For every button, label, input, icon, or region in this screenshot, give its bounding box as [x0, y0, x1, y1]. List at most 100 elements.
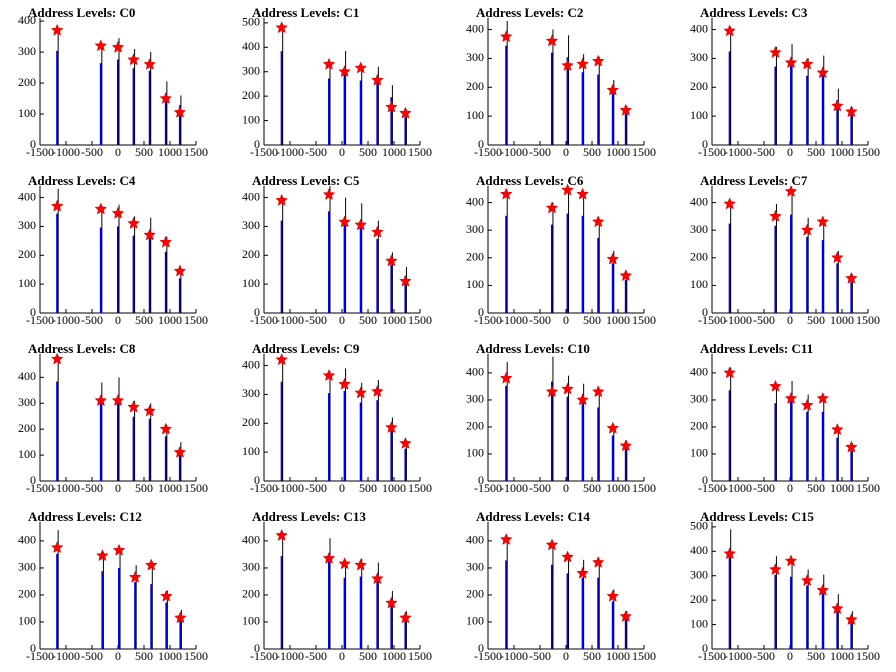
x-tick-label: -1500: [474, 481, 502, 495]
spike-fill: [148, 236, 151, 313]
x-tick-label: 1500: [856, 145, 880, 159]
peak-marker: [784, 391, 798, 404]
y-tick-label: 400: [690, 365, 708, 379]
peak-marker: [173, 105, 187, 118]
x-tick-label: -1000: [52, 145, 80, 159]
spike-fill: [328, 211, 330, 313]
spike-fill: [134, 581, 137, 649]
peak-marker: [784, 56, 798, 69]
x-tick-label: -500: [305, 145, 327, 159]
peak-marker: [338, 557, 351, 570]
spike-fill: [566, 57, 569, 145]
spike-fill: [148, 70, 151, 145]
x-tick-label: 1000: [606, 313, 630, 327]
spike-fill: [850, 114, 853, 145]
peak-marker: [830, 251, 844, 264]
spike-fill: [117, 398, 119, 481]
y-tick-label: 400: [18, 533, 36, 547]
panel: Address Levels: C7 0 100 200 300 400 -1500-100…: [690, 173, 880, 327]
y-tick-label: 400: [690, 21, 708, 35]
y-tick-label: 400: [466, 533, 484, 547]
spike-fill: [790, 401, 793, 481]
x-tick-label: 500: [135, 481, 153, 495]
spike-fill: [566, 573, 569, 649]
y-tick-label: 400: [466, 194, 484, 208]
y-tick-label: 500: [242, 15, 260, 29]
spike-fill: [118, 567, 121, 649]
spike-fill: [611, 263, 614, 313]
peak-marker: [159, 91, 173, 104]
x-tick-label: 500: [359, 481, 377, 495]
spike-fill: [790, 214, 793, 313]
peak-marker: [371, 73, 384, 86]
spike-fill: [343, 577, 346, 649]
spike-fill: [581, 577, 584, 649]
chart-title: Address Levels: C8: [28, 341, 136, 356]
peak-marker: [784, 184, 798, 197]
spike-fill: [280, 381, 283, 481]
spike-fill: [164, 251, 167, 313]
x-tick-label: 500: [135, 145, 153, 159]
y-tick-label: 100: [18, 276, 36, 290]
spike-fill: [611, 601, 614, 649]
peak-marker: [94, 39, 108, 52]
spike-fill: [178, 449, 181, 481]
spike-fill: [390, 97, 393, 145]
peak-marker: [606, 252, 620, 265]
x-tick-label: 1500: [408, 145, 432, 159]
chart-title: Address Levels: C12: [28, 509, 142, 524]
chart-title: Address Levels: C14: [476, 509, 590, 524]
chart-title: Address Levels: C11: [700, 341, 813, 356]
x-tick-label: 500: [135, 313, 153, 327]
y-tick-label: 400: [242, 39, 260, 53]
x-tick-label: 1000: [158, 481, 182, 495]
spike-fill: [597, 407, 600, 481]
chart-title: Address Levels: C10: [476, 341, 590, 356]
spike-fill: [117, 226, 119, 313]
x-tick-label: 0: [563, 313, 569, 327]
x-tick-label: 0: [787, 649, 793, 663]
peak-marker: [322, 368, 336, 382]
peak-marker: [143, 228, 157, 241]
y-tick-label: 300: [242, 63, 260, 77]
peak-marker: [127, 53, 140, 66]
y-tick-label: 300: [466, 222, 484, 236]
y-tick-label: 500: [690, 519, 708, 533]
y-tick-label: 400: [466, 365, 484, 379]
peak-marker: [354, 218, 368, 231]
x-tick-label: -500: [305, 313, 327, 327]
spike-fill: [550, 381, 553, 481]
x-tick-label: -1500: [26, 481, 54, 495]
spike-fill: [359, 576, 362, 649]
x-tick-label: 1000: [382, 145, 406, 159]
peak-marker: [723, 24, 737, 37]
peak-marker: [591, 215, 605, 228]
panel: Address Levels: C8 0 100 200 300 400 -1500-100…: [18, 341, 208, 495]
spike-fill: [390, 430, 393, 481]
x-tick-label: 1000: [382, 649, 406, 663]
peak-marker: [606, 589, 620, 602]
y-tick-label: 200: [690, 250, 708, 264]
spike-fill: [581, 215, 584, 313]
x-tick-label: 1500: [632, 649, 656, 663]
y-tick-label: 400: [242, 189, 260, 203]
spike-fill: [850, 450, 853, 481]
chart-title: Address Levels: C13: [252, 509, 366, 524]
peak-marker: [816, 66, 830, 79]
peak-marker: [619, 103, 633, 116]
spike-fill: [624, 279, 627, 313]
peak-marker: [606, 83, 620, 96]
panel: Address Levels: C14 0 100 200 300 400 -1500-10…: [466, 509, 656, 663]
peak-marker: [50, 23, 64, 36]
x-tick-label: -500: [81, 313, 103, 327]
x-tick-label: -1500: [698, 481, 726, 495]
spike-fill: [836, 99, 839, 145]
y-tick-label: 0: [478, 641, 484, 655]
peak-marker: [399, 106, 412, 119]
x-tick-label: -1000: [276, 649, 304, 663]
x-tick-label: 1500: [184, 481, 208, 495]
spike-fill: [376, 400, 379, 481]
y-tick-label: 0: [254, 473, 260, 487]
chart-title: Address Levels: C7: [700, 173, 808, 188]
